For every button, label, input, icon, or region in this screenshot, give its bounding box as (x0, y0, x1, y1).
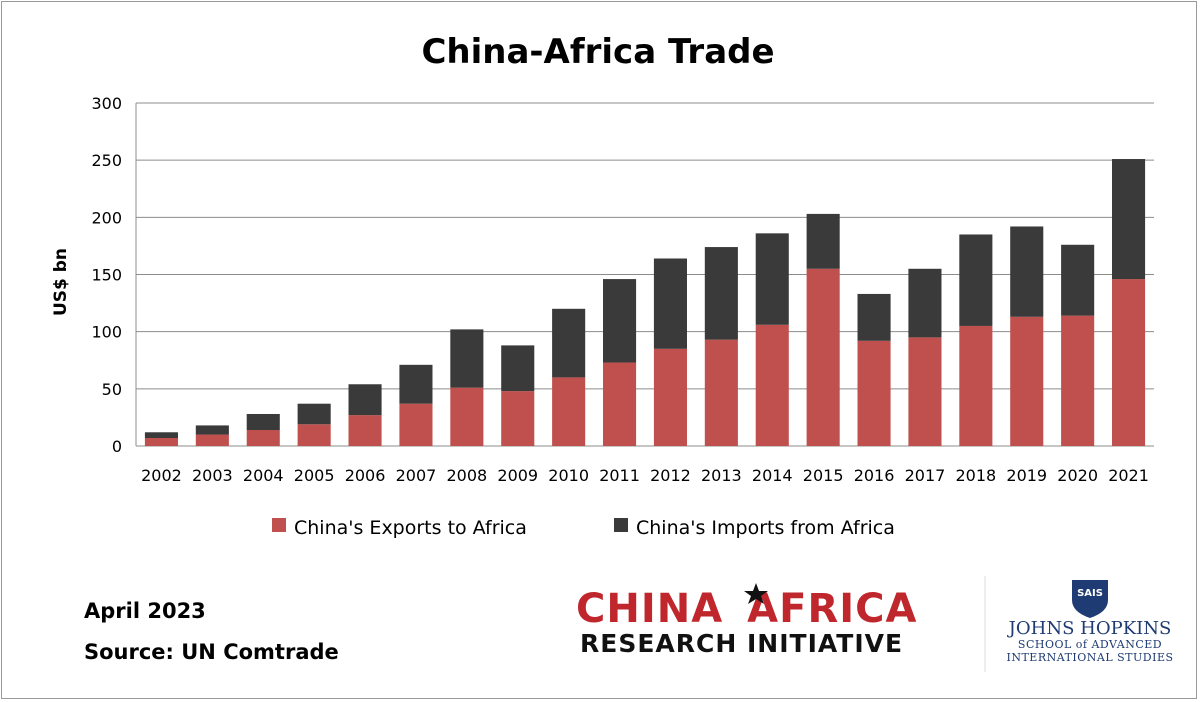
legend-swatch-exports (272, 518, 286, 532)
x-tick-label: 2012 (650, 466, 691, 485)
y-tick-label: 50 (102, 380, 122, 399)
legend-swatch-imports (614, 518, 628, 532)
star-icon (744, 583, 768, 604)
x-tick-label: 2010 (548, 466, 589, 485)
y-tick-label: 0 (112, 437, 122, 456)
x-tick-label: 2004 (243, 466, 284, 485)
bar-imports-2013 (704, 247, 738, 340)
x-tick-label: 2005 (294, 466, 335, 485)
bar-imports-2007 (399, 364, 433, 404)
legend: China's Exports to Africa China's Import… (272, 517, 895, 539)
bar-imports-2019 (1010, 226, 1044, 317)
bar-exports-2017 (908, 337, 942, 446)
bar-exports-2021 (1112, 279, 1146, 446)
jhu-line1: JOHNS HOPKINS (1007, 618, 1172, 639)
bar-imports-2008 (450, 329, 484, 388)
cari-logo-line2: RESEARCH INITIATIVE (580, 629, 903, 658)
x-tick-label: 2007 (396, 466, 437, 485)
y-axis-label: US$ bn (51, 248, 71, 316)
x-tick-label: 2020 (1057, 466, 1098, 485)
jhu-line3: INTERNATIONAL STUDIES (1006, 651, 1173, 664)
bar-imports-2011 (603, 279, 637, 363)
bar-imports-2016 (857, 293, 891, 341)
bar-exports-2007 (399, 403, 433, 446)
bar-exports-2018 (959, 325, 993, 446)
shield-icon (1072, 580, 1108, 618)
bar-exports-2020 (1061, 315, 1095, 446)
x-tick-label: 2009 (497, 466, 538, 485)
gridlines (135, 102, 1154, 447)
x-tick-label: 2016 (854, 466, 895, 485)
bar-imports-2009 (501, 345, 535, 392)
bar-exports-2016 (857, 340, 891, 446)
y-tick-label: 300 (91, 94, 122, 113)
cari-logo-word1: CHINA (576, 586, 723, 632)
legend-label-exports: China's Exports to Africa (294, 517, 527, 539)
bar-imports-2005 (297, 403, 331, 425)
legend-label-imports: China's Imports from Africa (636, 517, 895, 539)
jhu-line2: SCHOOL of ADVANCED (1018, 638, 1162, 651)
y-tick-label: 150 (91, 266, 122, 285)
bar-imports-2021 (1112, 159, 1146, 280)
bar-exports-2019 (1010, 316, 1044, 446)
footer-source: Source: UN Comtrade (84, 640, 339, 664)
bar-exports-2011 (603, 362, 637, 446)
bar-exports-2015 (806, 268, 840, 446)
bar-imports-2003 (195, 425, 229, 435)
x-tick-label: 2008 (446, 466, 487, 485)
bar-imports-2014 (755, 233, 789, 325)
x-tick-label: 2015 (803, 466, 844, 485)
x-tick-label: 2006 (345, 466, 386, 485)
cari-logo: CHINA AFRICA RESEARCH INITIATIVE (576, 583, 917, 658)
jhu-badge-text: SAIS (1077, 588, 1103, 599)
bar-imports-2010 (552, 308, 586, 378)
bar-imports-2018 (959, 234, 993, 326)
bar-imports-2002 (144, 432, 178, 438)
bar-imports-2017 (908, 268, 942, 338)
footer-date: April 2023 (84, 599, 206, 623)
y-axis-ticks: 0 50 100 150 200 250 300 (91, 94, 122, 456)
bar-exports-2003 (195, 434, 229, 446)
chart-title: China-Africa Trade (421, 32, 774, 72)
bar-exports-2006 (348, 415, 382, 446)
bar-exports-2002 (144, 437, 178, 446)
bar-imports-2012 (653, 258, 687, 349)
bar-exports-2012 (653, 348, 687, 446)
bar-exports-2004 (246, 429, 280, 446)
x-tick-label: 2021 (1108, 466, 1149, 485)
bar-imports-2006 (348, 384, 382, 416)
bar-imports-2015 (806, 213, 840, 269)
bar-exports-2013 (704, 339, 738, 446)
x-tick-label: 2002 (141, 466, 182, 485)
bars (144, 159, 1146, 446)
x-tick-label: 2017 (905, 466, 946, 485)
x-tick-label: 2019 (1006, 466, 1047, 485)
bar-exports-2010 (552, 377, 586, 446)
cari-logo-word2: AFRICA (747, 586, 917, 632)
x-tick-label: 2003 (192, 466, 233, 485)
y-tick-label: 100 (91, 323, 122, 342)
bar-imports-2020 (1061, 244, 1095, 316)
bar-exports-2005 (297, 424, 331, 446)
bar-exports-2009 (501, 391, 535, 446)
x-tick-label: 2018 (955, 466, 996, 485)
bar-exports-2008 (450, 387, 484, 446)
x-tick-label: 2011 (599, 466, 640, 485)
bar-exports-2014 (755, 324, 789, 446)
x-tick-label: 2013 (701, 466, 742, 485)
y-tick-label: 250 (91, 151, 122, 170)
y-tick-label: 200 (91, 208, 122, 227)
jhu-sais-logo: SAIS JOHNS HOPKINS SCHOOL of ADVANCED IN… (1006, 580, 1173, 664)
x-axis-ticks: 2002 2003 2004 2005 2006 2007 2008 2009 2010 2011… (141, 466, 1149, 485)
bar-imports-2004 (246, 413, 280, 430)
x-tick-label: 2014 (752, 466, 793, 485)
